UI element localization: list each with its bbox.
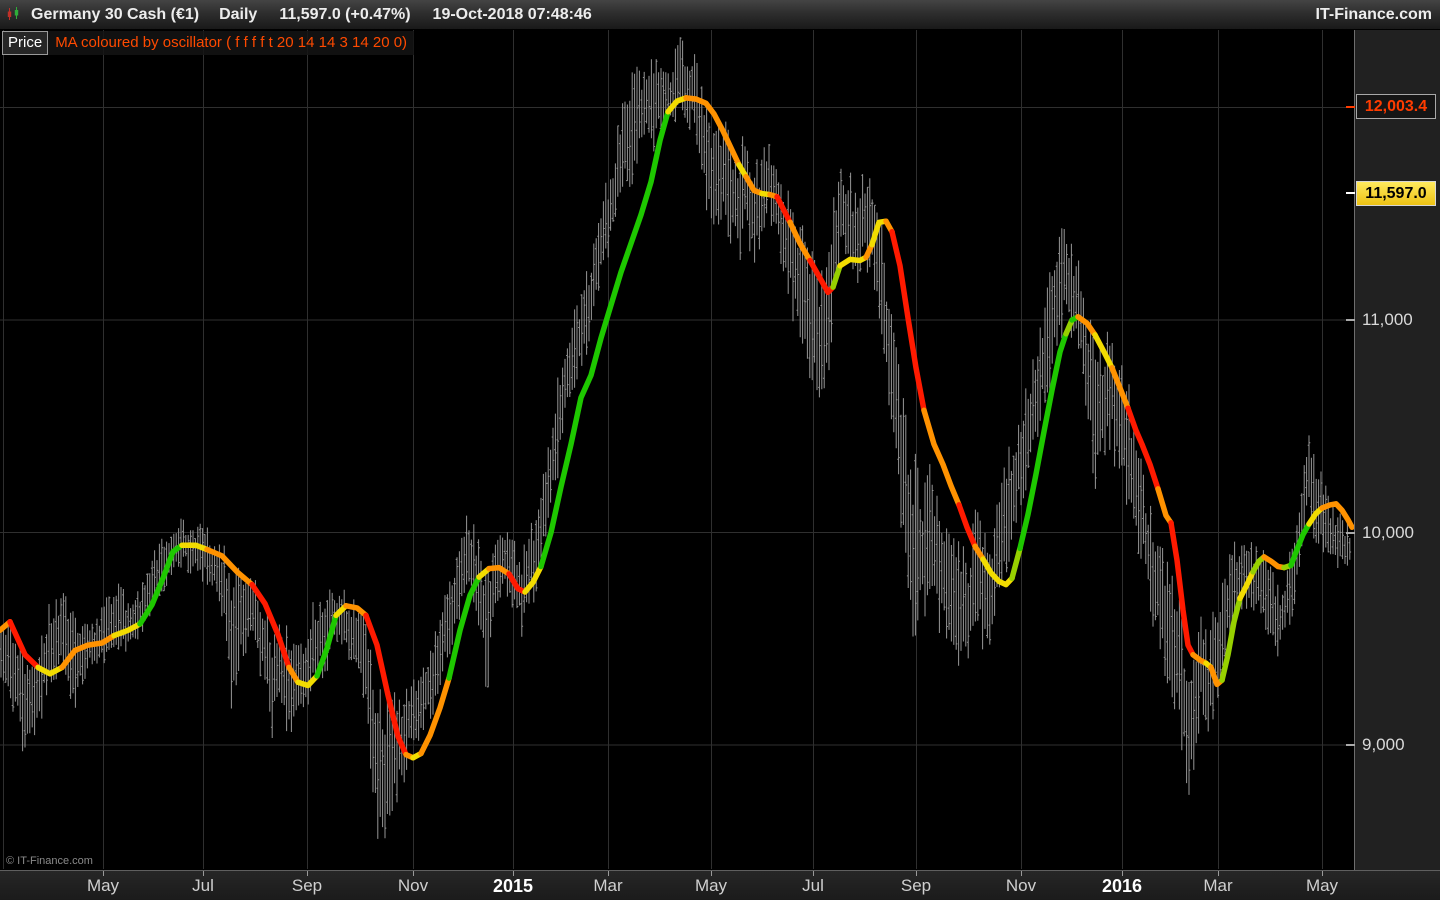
quote-timestamp: 19-Oct-2018 07:48:46 xyxy=(432,5,592,23)
x-axis-tick xyxy=(103,871,104,876)
indicator-value-badge: 12,003.4 xyxy=(1356,94,1436,119)
x-axis-tick xyxy=(813,871,814,876)
y-axis-label: 10,000 xyxy=(1362,523,1414,542)
x-axis-label: Sep xyxy=(900,876,932,895)
x-axis-tick xyxy=(1122,871,1123,876)
x-axis-label: May xyxy=(694,876,728,895)
x-axis-tick xyxy=(203,871,204,876)
candlestick-icon xyxy=(7,7,19,20)
y-axis-tick xyxy=(1346,192,1355,194)
price-bars-series xyxy=(0,37,1351,839)
x-axis-tick xyxy=(916,871,917,876)
y-axis-label: 11,000 xyxy=(1362,310,1413,329)
x-axis-tick xyxy=(711,871,712,876)
x-axis-label: May xyxy=(1305,876,1339,895)
x-axis-tick xyxy=(1322,871,1323,876)
x-axis-label: Jul xyxy=(192,876,214,895)
time-axis-panel[interactable]: May Jul Sep Nov 2015 Mar May Jul Sep Nov 2016 Mar Ma… xyxy=(0,870,1440,900)
y-axis-tick xyxy=(1346,532,1355,534)
x-axis-label: 2015 xyxy=(492,876,534,896)
price-axis-panel[interactable] xyxy=(1354,30,1440,870)
ma-indicator-label[interactable]: MA coloured by oscillator ( f f f f t 20… xyxy=(48,31,415,55)
y-axis-tick xyxy=(1346,319,1355,321)
x-axis-tick xyxy=(608,871,609,876)
ma-coloured-by-oscillator-line xyxy=(0,95,1354,761)
x-axis-label: 2016 xyxy=(1101,876,1143,896)
timeframe-label: Daily xyxy=(219,5,258,23)
price-series-label[interactable]: Price xyxy=(2,31,49,55)
last-price-badge: 11,597.0 xyxy=(1356,181,1436,206)
y-axis-tick xyxy=(1346,106,1355,108)
copyright-watermark: © IT-Finance.com xyxy=(6,855,93,867)
x-axis-tick xyxy=(1021,871,1022,876)
price-bars-open-close-ticks xyxy=(0,37,1352,829)
instrument-name: Germany 30 Cash (€1) xyxy=(31,5,200,23)
y-axis-tick xyxy=(1346,744,1355,746)
x-axis-label: Mar xyxy=(1203,876,1233,895)
y-axis-label: 9,000 xyxy=(1362,735,1405,754)
x-axis-tick xyxy=(413,871,414,876)
x-axis-label: Nov xyxy=(397,876,429,895)
title-bar: Germany 30 Cash (€1) Daily 11,597.0 (+0.… xyxy=(0,0,1440,30)
indicator-label-row: Price MA coloured by oscillator ( f f f … xyxy=(2,31,415,55)
x-axis-label: Nov xyxy=(1005,876,1037,895)
price-chart-canvas[interactable] xyxy=(0,0,1354,870)
x-axis-label: May xyxy=(86,876,120,895)
gridlines xyxy=(0,30,1353,869)
x-axis-label: Sep xyxy=(291,876,323,895)
x-axis-label: Jul xyxy=(802,876,824,895)
x-axis-tick xyxy=(307,871,308,876)
x-axis-tick xyxy=(513,871,514,876)
x-axis-tick xyxy=(1218,871,1219,876)
x-axis-label: Mar xyxy=(593,876,623,895)
brand-label: IT-Finance.com xyxy=(1315,5,1432,23)
last-price-and-change: 11,597.0 (+0.47%) xyxy=(279,5,411,23)
